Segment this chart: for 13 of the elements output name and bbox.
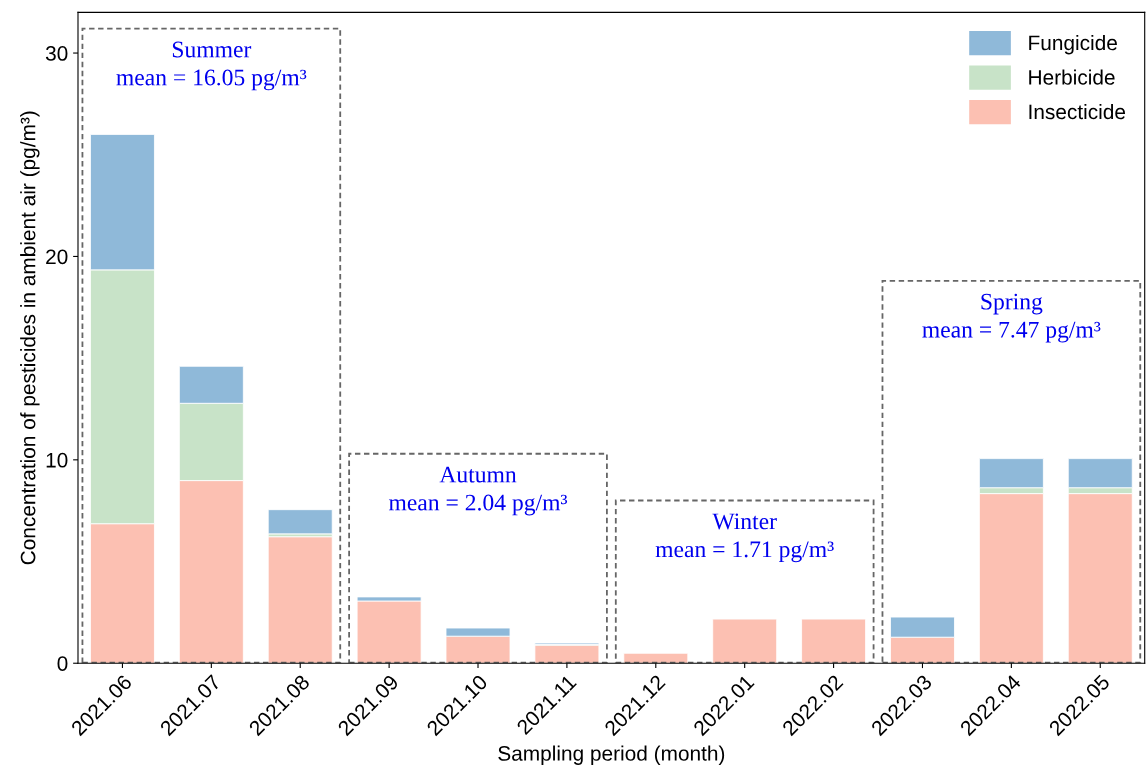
y-tick-label: 20: [46, 249, 68, 265]
y-tick-label: 10: [46, 452, 68, 468]
annotation: Winter mean = 1.71 pg/m³: [655, 513, 834, 563]
legend-label: Herbicide: [1029, 69, 1115, 85]
legend-label: Fungicide: [1029, 34, 1117, 55]
annotation: Autumn mean = 2.04 pg/m³: [388, 466, 568, 516]
annotation: Summer mean = 16.05 pg/m³: [116, 41, 307, 91]
y-axis-title: Concentration of pesticides in ambient air (pg/m³): [20, 111, 40, 565]
annotation: Spring mean = 7.47 pg/m³: [922, 293, 1101, 343]
y-tick-label: 30: [45, 46, 68, 61]
y-tick-label: 0: [57, 656, 68, 671]
legend-label: Insecticide: [1029, 103, 1126, 120]
x-axis-title: Sampling period (month): [498, 745, 725, 765]
